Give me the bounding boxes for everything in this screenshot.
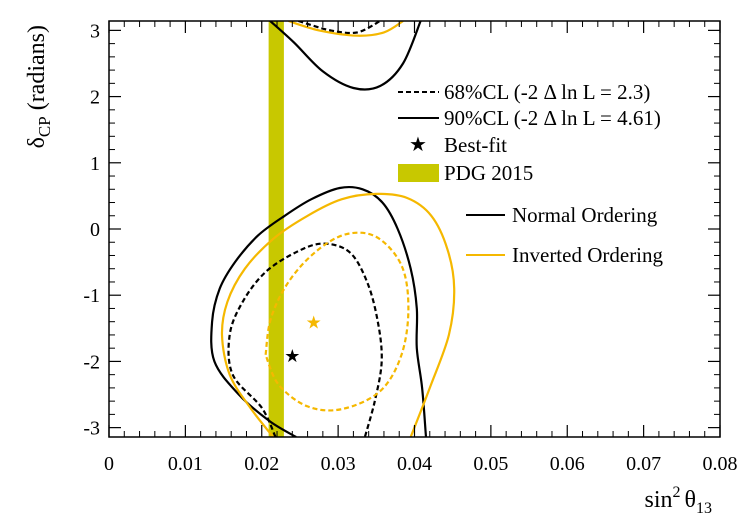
x-tick-label: 0.08 — [703, 453, 738, 475]
y-tick-label: -3 — [83, 418, 100, 440]
legend-swatch-pdg — [398, 164, 439, 182]
x-tick-label: 0.03 — [321, 453, 356, 475]
legend-label-pdg: PDG 2015 — [444, 161, 533, 185]
x-tick-label: 0.07 — [626, 453, 661, 475]
best-fit-star-0: ★ — [284, 346, 300, 367]
pdg-band — [268, 21, 284, 437]
legend-label-68cl: 68%CL (-2 Δ ln L = 2.3) — [444, 80, 650, 104]
x-tick-label: 0.05 — [473, 453, 508, 475]
contour-normal-68cl-2 — [227, 242, 383, 437]
x-tick-label: 0.04 — [397, 453, 432, 475]
contour-inverted-68cl-6 — [264, 231, 410, 412]
y-axis-title-unit: (radians) — [24, 25, 50, 110]
contour-layer — [210, 21, 456, 437]
y-tick-label: -2 — [83, 351, 100, 373]
y-axis-title: δCP (radians) — [24, 25, 54, 148]
legend-label-best-fit: Best-fit — [444, 133, 507, 157]
contour-normal-68cl-3 — [298, 21, 381, 35]
legend-star-icon: ★ — [409, 132, 427, 156]
legend-label-inverted: Inverted Ordering — [512, 243, 664, 267]
x-axis-title: sin2 θ13 — [644, 484, 712, 517]
pdg-band-layer — [268, 21, 284, 437]
y-tick-label: 2 — [90, 87, 100, 109]
x-axis-title-sub: 13 — [696, 500, 712, 517]
legend-label-90cl: 90%CL (-2 Δ ln L = 4.61) — [444, 106, 661, 130]
y-axis-title-sub: CP — [35, 116, 54, 137]
x-tick-label: 0 — [104, 453, 114, 475]
x-axis-title-main: sin — [644, 487, 672, 513]
y-tick-label: 3 — [90, 20, 100, 42]
contour-normal-90cl-0 — [210, 185, 428, 437]
axis-tick-labels: 0 0.01 0.02 0.03 0.04 0.05 0.06 0.07 0.08 -3 -2 -1 0… — [83, 20, 737, 475]
x-axis-title-sup: 2 — [673, 484, 681, 501]
legend-label-normal: Normal Ordering — [512, 203, 658, 227]
legend: 68%CL (-2 Δ ln L = 2.3) 90%CL (-2 Δ ln L… — [398, 80, 664, 267]
y-axis-title-symbol: δ — [24, 137, 50, 148]
x-tick-label: 0.01 — [168, 453, 203, 475]
x-axis-title-symbol: θ — [685, 487, 697, 513]
best-fit-star-1: ★ — [306, 313, 322, 334]
contour-inverted-90cl-4 — [220, 192, 456, 437]
axis-ticks — [108, 21, 721, 437]
y-tick-label: -1 — [83, 285, 100, 307]
x-tick-label: 0.06 — [550, 453, 585, 475]
y-tick-label: 0 — [90, 219, 100, 241]
contour-normal-90cl-1 — [269, 21, 422, 91]
y-tick-label: 1 — [90, 153, 100, 175]
contour-inverted-90cl-5 — [288, 21, 404, 37]
x-tick-label: 0.02 — [244, 453, 279, 475]
best-fit-layer: ★★ — [284, 313, 322, 367]
